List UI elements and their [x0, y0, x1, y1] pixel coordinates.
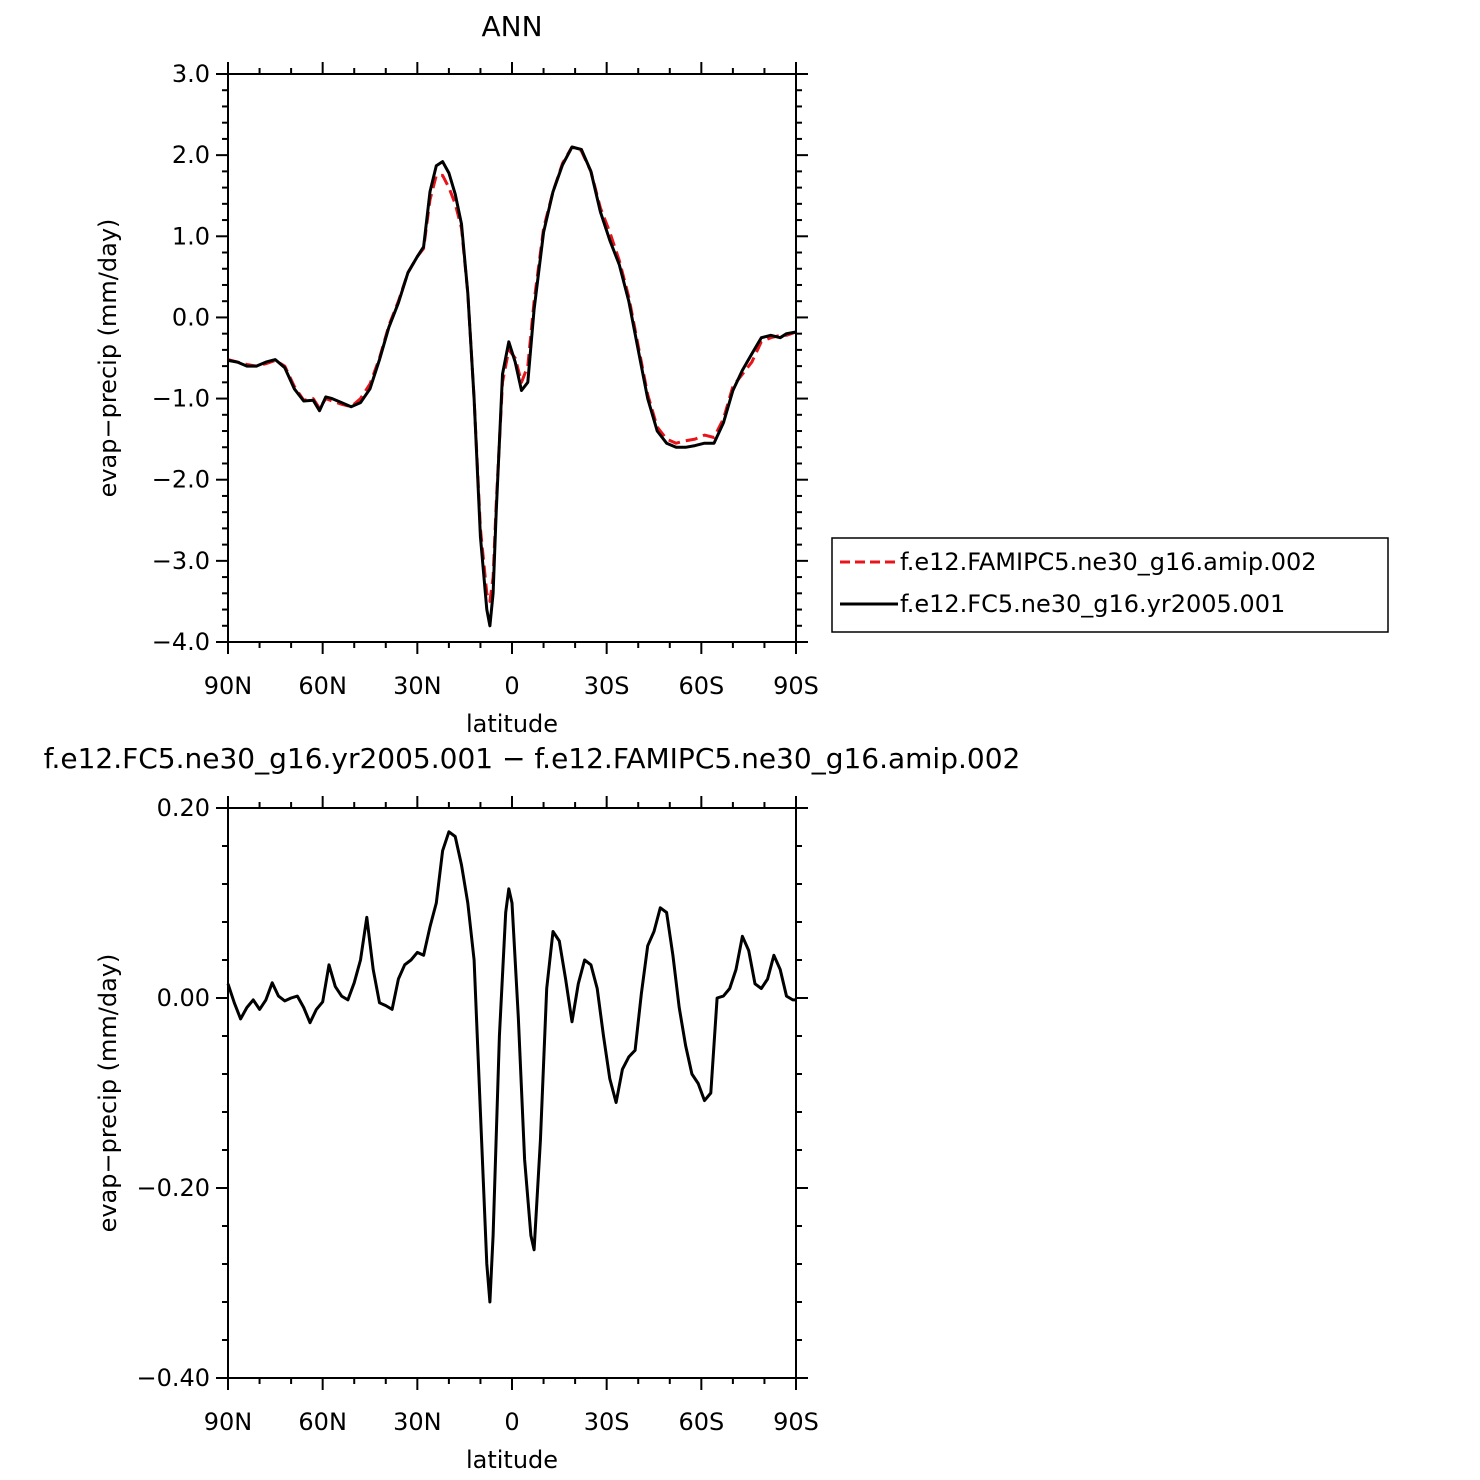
y-tick-label: −0.40	[136, 1364, 210, 1392]
x-tick-label: 30N	[393, 672, 442, 700]
y-tick-label: 0.00	[157, 984, 210, 1012]
top-panel-y-ticks: 3.0 2.0 1.0 0.0 −1.0 −2.0 −3.0 −4.0	[152, 60, 808, 656]
top-panel-y-axis-label: evap−precip (mm/day)	[94, 219, 122, 498]
x-tick-label: 90S	[773, 1408, 819, 1436]
x-tick-label: 90N	[204, 672, 253, 700]
x-tick-label: 60N	[298, 672, 347, 700]
x-tick-label: 30N	[393, 1408, 442, 1436]
y-tick-label: −0.20	[136, 1174, 210, 1202]
top-panel-series	[227, 145, 797, 628]
series-line-2-1	[226, 830, 796, 1304]
bottom-panel-plot-frame	[227, 807, 797, 1379]
y-tick-label: −4.0	[152, 628, 210, 656]
bottom-panel-x-ticks: 90N 60N 30N 0 30S 60S 90S	[204, 796, 819, 1436]
x-tick-label: 30S	[584, 1408, 630, 1436]
bottom-panel-series	[226, 830, 796, 1304]
series-line-1-2	[227, 145, 797, 628]
x-tick-label: 30S	[584, 672, 630, 700]
bottom-panel-x-axis-label: latitude	[466, 1446, 558, 1474]
x-tick-label: 0	[504, 672, 519, 700]
legend-box	[831, 537, 1389, 633]
y-tick-label: −3.0	[152, 547, 210, 575]
top-panel: ANN 3.0 2.0 1.0 0.0 −1.0 −2.0 −3.0 −4.0 90N 60N 3…	[94, 10, 819, 738]
top-panel-plot-frame	[227, 73, 797, 643]
legend-label-fc5: f.e12.FC5.ne30_g16.yr2005.001	[900, 590, 1285, 618]
x-tick-label: 0	[504, 1408, 519, 1436]
top-panel-x-ticks: 90N 60N 30N 0 30S 60S 90S	[204, 62, 819, 700]
y-tick-label: 1.0	[172, 222, 210, 250]
top-panel-x-axis-label: latitude	[466, 710, 558, 738]
y-tick-label: −2.0	[152, 466, 210, 494]
bottom-panel: f.e12.FC5.ne30_g16.yr2005.001 − f.e12.FA…	[44, 742, 1021, 1474]
bottom-panel-title: f.e12.FC5.ne30_g16.yr2005.001 − f.e12.FA…	[44, 742, 1021, 775]
x-tick-label: 60N	[298, 1408, 347, 1436]
x-tick-label: 90N	[204, 1408, 253, 1436]
y-tick-label: 0.0	[172, 303, 210, 331]
y-tick-label: 2.0	[172, 141, 210, 169]
legend: f.e12.FAMIPC5.ne30_g16.amip.002 f.e12.FC…	[831, 537, 1389, 633]
x-tick-label: 60S	[678, 1408, 724, 1436]
top-panel-title: ANN	[481, 10, 542, 43]
y-tick-label: −1.0	[152, 385, 210, 413]
x-tick-label: 60S	[678, 672, 724, 700]
series-line-1-1	[227, 145, 797, 603]
bottom-panel-y-axis-label: evap−precip (mm/day)	[94, 954, 122, 1233]
legend-label-famipc5: f.e12.FAMIPC5.ne30_g16.amip.002	[900, 548, 1317, 576]
y-tick-label: 0.20	[157, 794, 210, 822]
y-tick-label: 3.0	[172, 60, 210, 88]
x-tick-label: 90S	[773, 672, 819, 700]
bottom-panel-y-ticks: 0.20 0.00 −0.20 −0.40	[136, 794, 808, 1392]
